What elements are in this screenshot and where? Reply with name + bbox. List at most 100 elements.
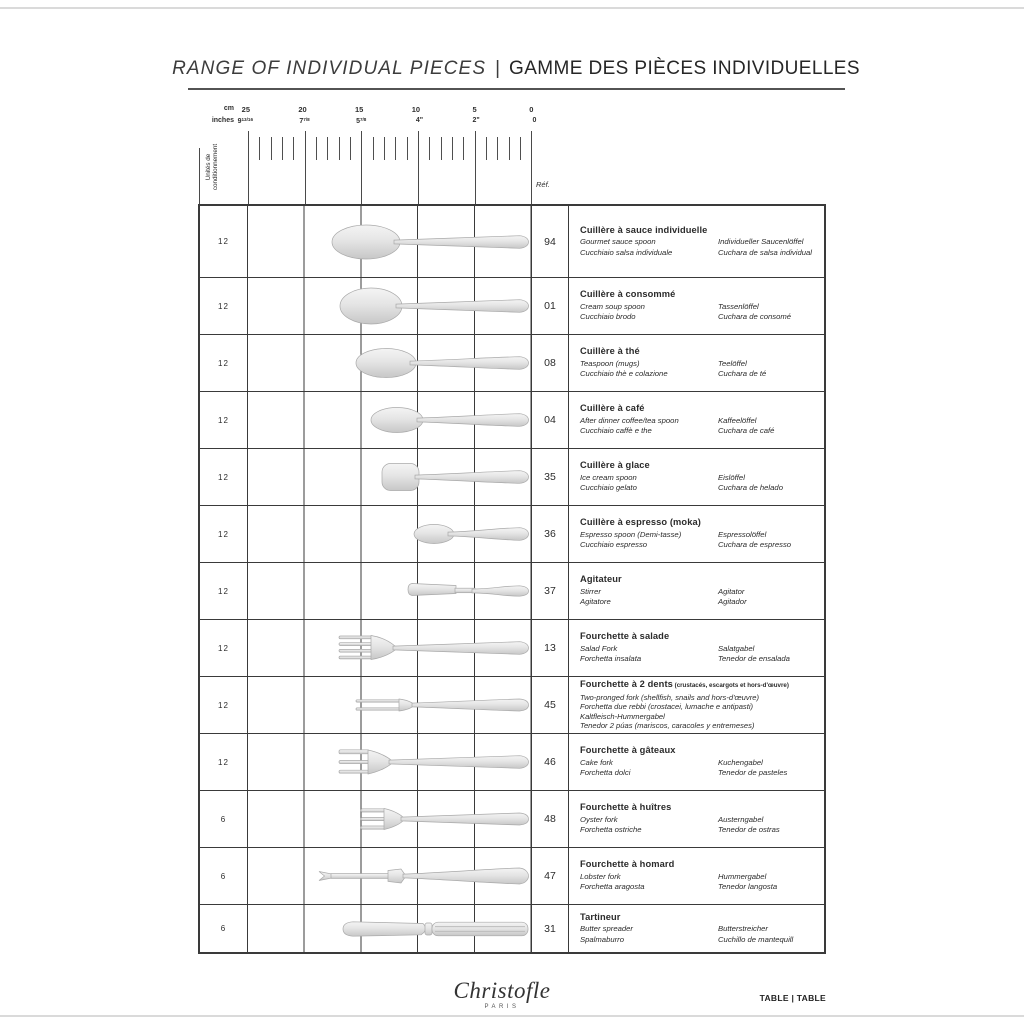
ruler-minor-tick — [463, 137, 465, 160]
translation-es: Tenedor de ensalada — [718, 654, 790, 664]
piece-title-fr: Agitateur — [580, 574, 622, 585]
translation-it: Forchetta dolci — [580, 768, 631, 778]
ref-number: 36 — [532, 506, 569, 562]
translation-de: Kaffeelöffel — [718, 415, 757, 425]
translation-en: Lobster fork — [580, 871, 621, 881]
piece-translations: Oyster fork Forchetta ostriche Austerngabe… — [580, 815, 818, 836]
translation-de: Hummergabel — [718, 871, 767, 881]
espresso-spoon-icon — [413, 524, 529, 544]
ruler-minor-tick — [520, 137, 522, 160]
ruler-major-line — [418, 131, 420, 205]
ruler-major-line — [474, 131, 476, 205]
piece-description: Fourchette à 2 dents (crustacés, escargo… — [569, 677, 824, 733]
piece-description: Tartineur Butter spreader Spalmaburro Butte… — [569, 905, 824, 952]
packing-qty: 12 — [200, 206, 248, 277]
size-grid-cell — [248, 206, 532, 277]
salad-fork-icon — [338, 635, 529, 660]
piece-description: Cuillère à consommé Cream soup spoon Cucch… — [569, 278, 824, 334]
cream-soup-spoon-icon — [339, 287, 529, 325]
ruler-minor-tick — [452, 137, 454, 160]
ruler-minor-tick — [338, 137, 340, 160]
table-row: 12 45 Fourchette à 2 dents (crustacés, esc… — [200, 677, 824, 734]
translation-it: Agitatore — [580, 597, 611, 607]
translation-en: Cream soup spoon — [580, 301, 645, 311]
butter-spreader-icon — [342, 920, 529, 937]
translation-es: Cuchillo de mantequill — [718, 934, 794, 944]
translations-left: After dinner coffee/tea spoon Cucchiaio c… — [580, 416, 818, 437]
ruler-cm-label: 25 — [241, 105, 250, 114]
ref-number: 13 — [532, 620, 569, 676]
translation-es: Agitador — [718, 597, 747, 607]
title-underline — [188, 88, 845, 90]
piece-description: Fourchette à salade Salad Fork Forchetta i… — [569, 620, 824, 676]
translations-left: Lobster fork Forchetta aragosta — [580, 872, 818, 893]
translations-right: Salatgabel Tenedor de ensalada — [718, 644, 790, 665]
piece-title-fr: Tartineur — [580, 911, 621, 922]
translation-it: Forchetta aragosta — [580, 882, 645, 892]
piece-translations: Cream soup spoon Cucchiaio brodo Tassenlöf… — [580, 302, 818, 323]
translation-en: Gourmet sauce spoon — [580, 237, 656, 247]
table-row: 12 36 Cuillère à espresso (moka) Espresso s… — [200, 506, 824, 563]
translation-it: Cucchiaio gelato — [580, 483, 637, 493]
ref-number: 01 — [532, 278, 569, 334]
two-pronged-fork-icon — [355, 698, 529, 712]
piece-translations: Two-pronged fork (shellfish, snails and … — [580, 693, 818, 731]
translation-it: Spalmaburro — [580, 934, 625, 944]
translations-left: Gourmet sauce spoon Cucchiaio salsa indiv… — [580, 237, 818, 258]
translation-en: Espresso spoon (Demi-tasse) — [580, 529, 682, 539]
ruler-cm-label: 15 — [355, 105, 364, 114]
packing-qty: 12 — [200, 677, 248, 733]
ruler-inch-label: 77/8 — [299, 117, 310, 126]
lobster-fork-icon — [318, 867, 529, 885]
table-row: 12 01 Cuillère à consommé Cream soup spoon C… — [200, 278, 824, 335]
ruler-minor-tick — [384, 137, 386, 160]
piece-translations: After dinner coffee/tea spoon Cucchiaio c… — [580, 416, 818, 437]
size-grid-cell — [248, 278, 532, 334]
piece-translations: Stirrer Agitatore Agitator Agitador — [580, 587, 818, 608]
brand-city: PARIS — [484, 1004, 520, 1010]
pieces-table: 12 94 Cuillère à sauce individuelle Gourmet… — [198, 204, 826, 954]
translation-line-1: Forchetta due rebbi (crostacei, lumache … — [580, 702, 754, 712]
size-grid-cell — [248, 392, 532, 448]
packing-qty: 6 — [200, 791, 248, 847]
table-row: 12 04 Cuillère à café After dinner coffee/t… — [200, 392, 824, 449]
translation-de: Butterstreicher — [718, 924, 768, 934]
ref-number: 37 — [532, 563, 569, 619]
packing-qty: 6 — [200, 848, 248, 904]
translation-es: Cuchara de espresso — [718, 540, 792, 550]
piece-title-fr: Cuillère à glace — [580, 460, 650, 471]
translation-en: Salad Fork — [580, 643, 618, 653]
translation-de: Austerngabel — [718, 814, 764, 824]
table-row: 12 35 Cuillère à glace Ice cream spoon Cucch… — [200, 449, 824, 506]
packing-qty: 12 — [200, 620, 248, 676]
piece-translations: Espresso spoon (Demi-tasse) Cucchiaio esp… — [580, 530, 818, 551]
piece-description: Cuillère à sauce individuelle Gourmet sau… — [569, 206, 824, 277]
ruler-inch-label: 913/16 — [237, 117, 253, 126]
translations-left: Teaspoon (mugs) Cucchiaio thè e colazione — [580, 359, 818, 380]
translation-line-2: Kaltfleisch-Hummergabel — [580, 711, 665, 721]
translation-it: Cucchiaio thè e colazione — [580, 369, 668, 379]
table-row: 12 37 Agitateur Stirrer Agitatore Agitator Agi… — [200, 563, 824, 620]
translation-es: Tenedor langosta — [718, 882, 778, 892]
translation-en: Stirrer — [580, 586, 601, 596]
ruler-inch-label: 0 — [532, 117, 537, 124]
piece-description: Cuillère à thé Teaspoon (mugs) Cucchiaio t… — [569, 335, 824, 391]
ruler-minor-tick — [395, 137, 397, 160]
translation-de: Agitator — [718, 586, 745, 596]
title-french: GAMME DES PIÈCES INDIVIDUELLES — [509, 58, 860, 79]
translation-es: Cuchara de helado — [718, 483, 783, 493]
size-grid-cell — [248, 677, 532, 733]
translation-es: Cuchara de té — [718, 369, 767, 379]
ruler-minor-tick — [508, 137, 510, 160]
ruler-inch-label: 4" — [415, 117, 424, 124]
teaspoon-icon — [355, 348, 529, 378]
size-grid-cell — [248, 449, 532, 505]
translations-right: Kaffeelöffel Cuchara de café — [718, 416, 774, 437]
translation-it: Cucchiaio brodo — [580, 312, 636, 322]
size-grid-cell — [248, 335, 532, 391]
translations-left: Cake fork Forchetta dolci — [580, 758, 818, 779]
piece-title-fr: Fourchette à gâteaux — [580, 745, 676, 756]
piece-title-fr: Cuillère à consommé — [580, 289, 676, 300]
translations-right: Austerngabel Tenedor de ostras — [718, 815, 780, 836]
